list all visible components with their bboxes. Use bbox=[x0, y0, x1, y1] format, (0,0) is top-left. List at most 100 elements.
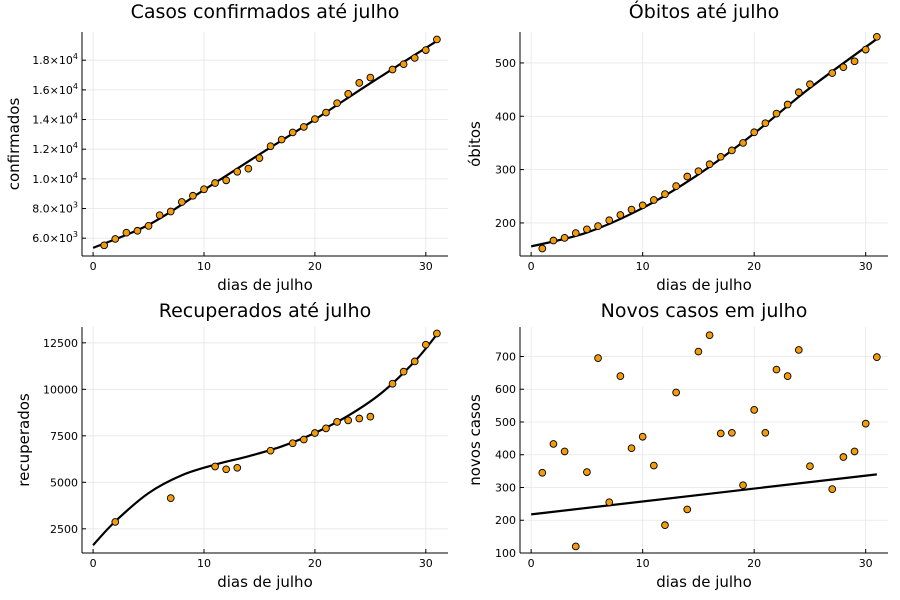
data-point bbox=[538, 468, 547, 477]
y-tick-label: 400 bbox=[495, 449, 516, 462]
data-point bbox=[683, 172, 692, 181]
data-point bbox=[772, 109, 781, 118]
y-tick-mantissa: 1.4×10 bbox=[32, 114, 73, 127]
y-tick-mantissa: 1.2×10 bbox=[32, 143, 73, 156]
data-point bbox=[638, 201, 647, 210]
data-point bbox=[861, 45, 870, 54]
panel-4: 0 10 20 30 100 200 300 400 500 600 700 Novos casos … bbox=[466, 300, 888, 591]
x-tick-label: 20 bbox=[308, 260, 322, 273]
data-point bbox=[288, 439, 297, 448]
data-point bbox=[200, 185, 208, 194]
fit-curve bbox=[530, 38, 878, 248]
data-point bbox=[850, 447, 859, 456]
y-tick-label: 7500 bbox=[50, 430, 78, 443]
y-tick-mantissa: 8.0×10 bbox=[32, 203, 73, 216]
data-point bbox=[410, 357, 419, 366]
y-tick-label: 2500 bbox=[50, 523, 78, 536]
data-point bbox=[255, 154, 264, 162]
data-point bbox=[277, 135, 286, 144]
y-axis-label: óbitos bbox=[466, 121, 484, 167]
fit-curve bbox=[92, 39, 438, 249]
data-point bbox=[560, 234, 569, 242]
y-tick-label: 1.8×104 bbox=[32, 52, 78, 67]
data-point bbox=[538, 244, 547, 253]
data-point bbox=[739, 139, 747, 147]
x-tick-label: 20 bbox=[308, 557, 322, 570]
y-tick-label: 400 bbox=[495, 110, 516, 123]
y-tick-label: 5000 bbox=[50, 476, 78, 489]
x-tick-label: 10 bbox=[636, 557, 650, 570]
y-tick-mantissa: 1.0×10 bbox=[32, 173, 73, 186]
data-point bbox=[388, 65, 397, 74]
data-point bbox=[344, 90, 353, 98]
data-point bbox=[761, 119, 770, 128]
chart-title: Recuperados até julho bbox=[159, 300, 371, 322]
data-point bbox=[333, 418, 341, 426]
data-point bbox=[616, 372, 625, 380]
y-tick-label: 600 bbox=[495, 383, 516, 396]
data-point bbox=[410, 54, 419, 62]
data-point bbox=[388, 379, 397, 388]
data-point bbox=[288, 128, 297, 137]
data-point bbox=[806, 80, 814, 89]
data-point bbox=[366, 73, 375, 82]
data-point bbox=[144, 222, 153, 230]
data-point bbox=[772, 365, 781, 374]
y-tick-mantissa: 1.6×10 bbox=[32, 84, 73, 97]
data-point bbox=[549, 440, 558, 448]
y-tick-label: 300 bbox=[495, 164, 516, 177]
x-tick-label: 30 bbox=[859, 260, 873, 273]
data-point bbox=[311, 115, 319, 123]
data-point bbox=[649, 461, 658, 470]
data-point bbox=[344, 416, 353, 425]
data-point bbox=[333, 99, 341, 108]
data-point bbox=[716, 152, 725, 161]
data-point bbox=[421, 46, 430, 54]
data-point bbox=[627, 205, 636, 214]
data-point bbox=[694, 347, 703, 356]
x-axis-label: dias de julho bbox=[217, 573, 313, 591]
data-point bbox=[421, 340, 430, 349]
data-point bbox=[716, 429, 725, 438]
y-tick-label: 1.6×104 bbox=[32, 82, 78, 97]
x-tick-label: 20 bbox=[747, 557, 761, 570]
data-point bbox=[872, 353, 881, 361]
data-point bbox=[211, 462, 219, 471]
data-point bbox=[299, 123, 308, 131]
data-point bbox=[549, 236, 558, 245]
data-point bbox=[244, 164, 253, 173]
data-point bbox=[189, 191, 197, 200]
data-point bbox=[122, 228, 131, 237]
data-point bbox=[605, 216, 614, 225]
panel-2: 0 10 20 30 200 300 400 500 Óbitos até julho dias … bbox=[466, 0, 888, 294]
data-point bbox=[211, 179, 219, 187]
data-point bbox=[571, 229, 580, 237]
y-tick-mantissa: 6.0×10 bbox=[32, 232, 73, 245]
data-point bbox=[728, 428, 736, 437]
data-point bbox=[627, 444, 636, 453]
y-axis-label: novos casos bbox=[466, 394, 484, 486]
data-point bbox=[583, 225, 591, 234]
y-tick-mantissa: 1.8×10 bbox=[32, 54, 73, 67]
x-tick-label: 10 bbox=[197, 260, 211, 273]
data-point bbox=[728, 146, 736, 155]
y-tick-label: 200 bbox=[495, 217, 516, 230]
data-point bbox=[794, 346, 803, 354]
data-point bbox=[266, 446, 275, 455]
data-point bbox=[177, 198, 186, 206]
data-point bbox=[222, 465, 231, 474]
data-point bbox=[739, 481, 747, 490]
data-point bbox=[828, 69, 837, 77]
y-tick-label: 300 bbox=[495, 481, 516, 494]
data-point bbox=[366, 412, 375, 421]
x-tick-label: 0 bbox=[528, 260, 535, 273]
data-point bbox=[794, 88, 803, 97]
data-point bbox=[672, 388, 680, 397]
data-point bbox=[683, 505, 692, 514]
x-tick-label: 0 bbox=[90, 260, 97, 273]
data-point bbox=[299, 435, 308, 444]
data-point bbox=[399, 367, 408, 376]
data-point bbox=[322, 424, 330, 433]
y-tick-exponent: 3 bbox=[73, 230, 78, 239]
